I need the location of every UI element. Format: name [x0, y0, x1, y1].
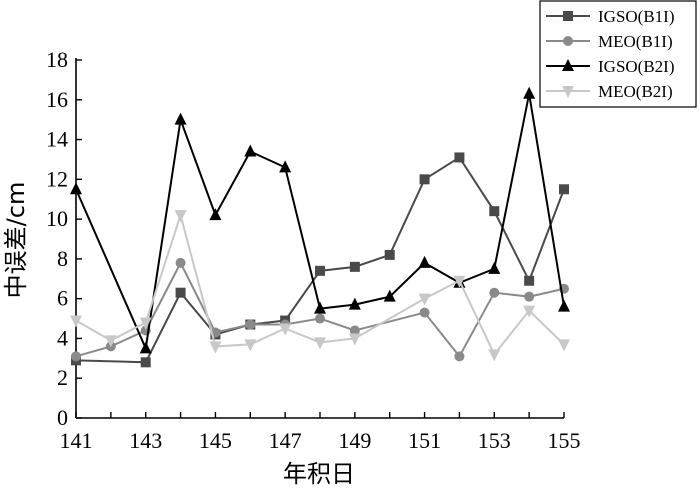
x-tick-label: 153 — [478, 428, 511, 453]
data-point — [419, 174, 430, 185]
x-tick-label: 141 — [60, 428, 93, 453]
data-point — [139, 317, 152, 330]
series-line — [75, 93, 565, 352]
legend-swatch-marker — [563, 36, 573, 46]
data-point — [209, 208, 222, 221]
data-point — [70, 315, 82, 328]
series-line — [75, 211, 565, 357]
data-point — [523, 86, 536, 99]
x-tick-label: 155 — [548, 428, 581, 453]
x-tick-label: 147 — [269, 428, 302, 453]
series-line — [75, 260, 565, 359]
data-point — [174, 112, 187, 125]
data-point — [384, 249, 395, 260]
data-point — [348, 333, 361, 346]
data-point — [558, 299, 570, 312]
data-point — [523, 305, 536, 318]
data-point — [489, 287, 500, 298]
y-tick-label: 0 — [57, 405, 68, 430]
x-tick-label: 149 — [338, 428, 371, 453]
x-tick-label: 145 — [199, 428, 232, 453]
y-tick-label: 10 — [46, 206, 68, 231]
y-tick-label: 14 — [46, 127, 68, 152]
y-tick-label: 8 — [57, 246, 68, 271]
y-tick-label: 12 — [46, 166, 68, 191]
data-point — [209, 341, 222, 354]
data-point — [419, 307, 430, 318]
data-point — [488, 349, 501, 362]
data-point — [559, 184, 569, 195]
data-point — [279, 323, 292, 336]
data-point — [558, 339, 570, 352]
legend-label: MEO(B2I) — [598, 82, 673, 101]
data-point — [104, 335, 117, 348]
y-tick-label: 18 — [46, 47, 68, 72]
series-line — [75, 156, 565, 364]
axes: 0 2 4 6 8 10 12 14 16 18 141 143 145 147 149 151 153 155 — [46, 47, 581, 453]
data-point — [244, 144, 257, 157]
legend-label: IGSO(B2I) — [598, 57, 675, 76]
data-point — [314, 337, 326, 350]
data-point — [315, 265, 325, 276]
data-point — [175, 287, 186, 298]
data-point — [348, 297, 361, 310]
y-axis-title: 中误差/cm — [2, 182, 30, 299]
y-tick-label: 4 — [57, 325, 68, 350]
data-point — [383, 289, 396, 302]
data-point — [349, 325, 360, 336]
data-point — [524, 291, 535, 302]
data-point — [488, 261, 501, 274]
series-4 — [70, 210, 570, 362]
data-point — [70, 182, 82, 195]
data-point — [454, 152, 465, 163]
legend-label: IGSO(B1I) — [598, 7, 675, 26]
data-point — [489, 206, 500, 217]
data-point — [418, 293, 431, 306]
data-point — [140, 357, 151, 368]
data-point — [71, 351, 81, 362]
series-layer — [70, 86, 570, 368]
x-axis-title: 年积日 — [283, 460, 355, 488]
x-tick-label: 143 — [129, 428, 162, 453]
x-tick-label: 151 — [408, 428, 441, 453]
legend-swatch-marker — [562, 59, 574, 71]
legend-entry: MEO(B2I) — [546, 82, 673, 101]
legend-entry: IGSO(B1I) — [546, 7, 675, 26]
data-point — [524, 275, 535, 286]
data-point — [279, 160, 292, 173]
series-3 — [70, 86, 570, 354]
legend-entry: MEO(B1I) — [546, 32, 673, 51]
data-point — [454, 351, 465, 362]
y-tick-label: 6 — [57, 286, 68, 311]
legend-entry: IGSO(B2I) — [546, 57, 675, 76]
data-point — [418, 255, 431, 268]
legend-label: MEO(B1I) — [598, 32, 673, 51]
data-point — [175, 257, 186, 268]
y-tick-label: 16 — [46, 87, 68, 112]
data-point — [453, 275, 466, 288]
data-point — [245, 319, 256, 330]
data-point — [315, 313, 325, 324]
data-point — [174, 210, 187, 223]
legend-swatch-marker — [562, 86, 574, 98]
legend: IGSO(B1I) MEO(B1I) IGSO(B2I) MEO(B2I) — [539, 0, 697, 108]
data-point — [349, 261, 360, 272]
data-point — [314, 301, 326, 314]
legend-swatch-marker — [563, 11, 573, 21]
data-point — [244, 339, 257, 352]
y-tick-label: 2 — [57, 365, 68, 390]
data-point — [139, 341, 152, 354]
